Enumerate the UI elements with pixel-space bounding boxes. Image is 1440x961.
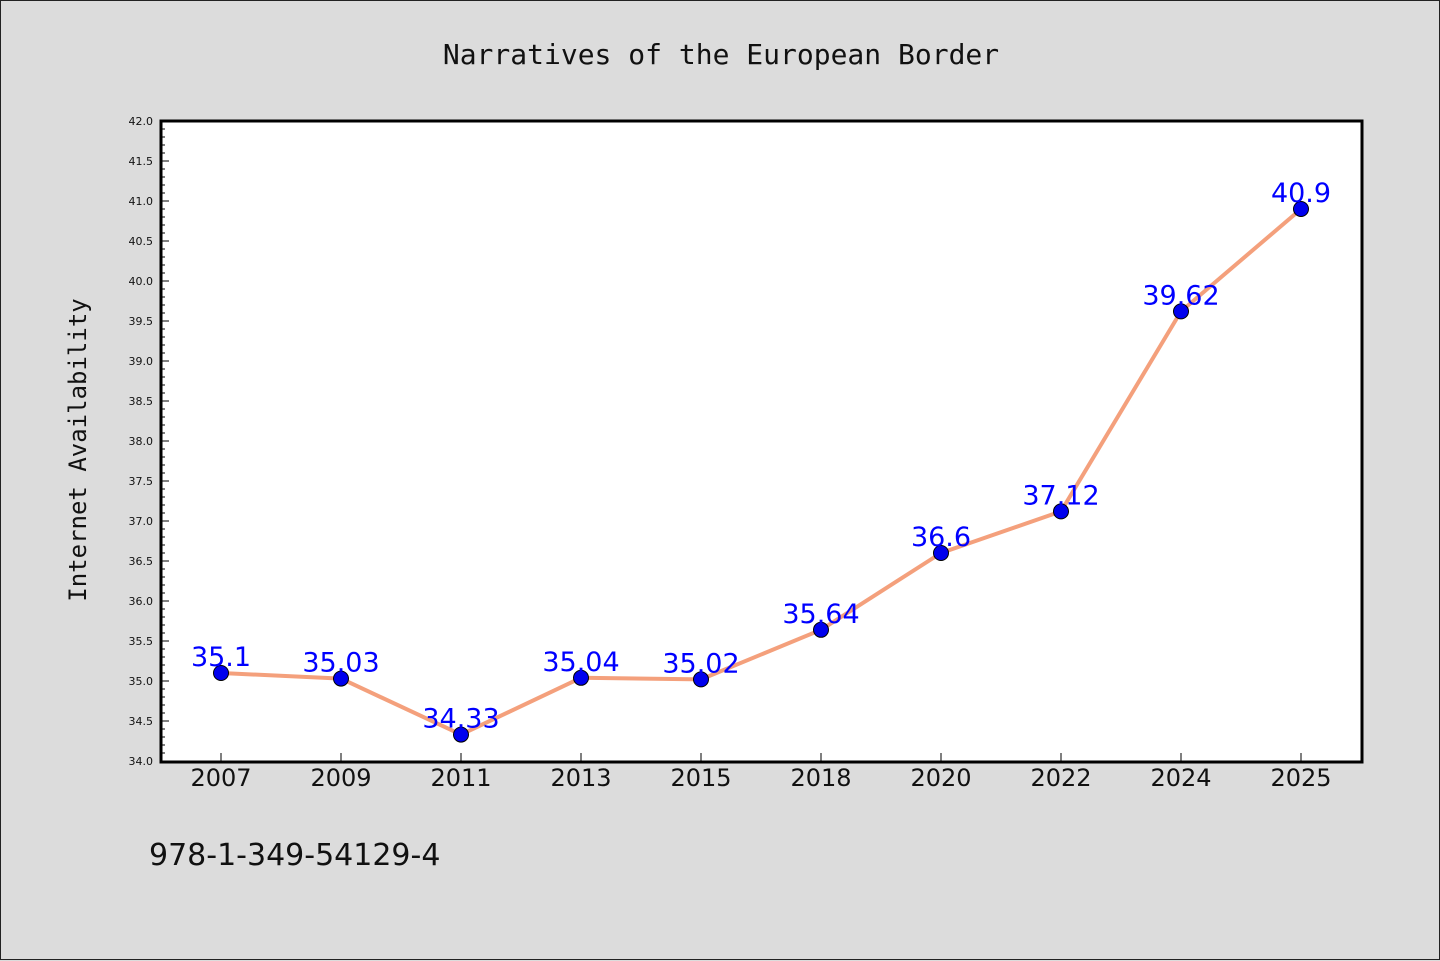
x-tick-label: 2013	[550, 764, 611, 792]
y-tick-label: 35.5	[129, 635, 154, 648]
data-label: 35.02	[662, 648, 739, 679]
y-tick-label: 35.0	[129, 675, 154, 688]
data-point	[933, 545, 949, 561]
data-label: 35.1	[191, 642, 251, 673]
data-label: 34.33	[422, 704, 499, 735]
x-tick-label: 2011	[430, 764, 491, 792]
y-tick-label: 34.5	[129, 715, 154, 728]
y-tick-label: 34.0	[129, 755, 154, 768]
x-tick-label: 2020	[910, 764, 971, 792]
y-tick-label: 41.0	[129, 195, 154, 208]
series-line-path	[220, 207, 1303, 737]
data-point	[453, 726, 469, 743]
data-label: 35.64	[782, 599, 859, 630]
x-tick-label: 2022	[1030, 764, 1091, 792]
x-tick-label: 2015	[670, 764, 731, 792]
x-axis: 2007 2009 2011 2013 2015 2018 2020 2022 2024 2025	[190, 753, 1332, 792]
y-tick-label: 42.0	[129, 115, 154, 128]
data-label: 40.9	[1271, 178, 1331, 209]
data-point	[213, 665, 229, 681]
y-tick-label: 38.5	[129, 395, 154, 408]
y-tick-label: 40.5	[129, 235, 154, 248]
data-label: 36.6	[911, 522, 971, 553]
data-point	[333, 670, 349, 687]
y-axis: 34.0 34.5 35.0 35.5 36.0 36.5 37.0 37.5 38.0 38.5…	[129, 115, 169, 768]
y-tick-label: 37.0	[129, 515, 154, 528]
x-tick-label: 2009	[310, 764, 371, 792]
x-tick-label: 2024	[1150, 764, 1211, 792]
y-tick-label: 40.0	[129, 275, 154, 288]
y-tick-label: 37.5	[129, 475, 154, 488]
x-tick-label: 2025	[1270, 764, 1331, 792]
data-point	[1173, 303, 1189, 320]
data-point	[813, 621, 829, 638]
y-tick-label: 41.5	[129, 155, 154, 168]
data-label: 35.04	[542, 647, 619, 678]
data-point	[573, 669, 589, 686]
series-line	[220, 207, 1303, 737]
chart-title: Narratives of the European Border	[443, 38, 999, 71]
data-point	[1053, 503, 1069, 520]
data-labels: 35.1 35.03 34.33 35.04 35.02 35.64 36.6 37.12 39…	[191, 178, 1331, 735]
data-point	[1293, 201, 1309, 217]
data-points	[213, 201, 1309, 743]
x-tick-label: 2007	[190, 764, 251, 792]
y-axis-label: Internet Availability	[64, 298, 92, 601]
data-point	[693, 671, 709, 688]
footer-isbn: 978-1-349-54129-4	[149, 838, 440, 873]
data-label: 37.12	[1022, 480, 1099, 511]
y-tick-label: 38.0	[129, 435, 154, 448]
y-tick-label: 36.0	[129, 595, 154, 608]
x-tick-label: 2018	[790, 764, 851, 792]
y-tick-label: 39.5	[129, 315, 154, 328]
data-label: 35.03	[302, 648, 379, 679]
y-tick-label: 39.0	[129, 355, 154, 368]
y-tick-label: 36.5	[129, 555, 154, 568]
data-label: 39.62	[1142, 280, 1219, 311]
